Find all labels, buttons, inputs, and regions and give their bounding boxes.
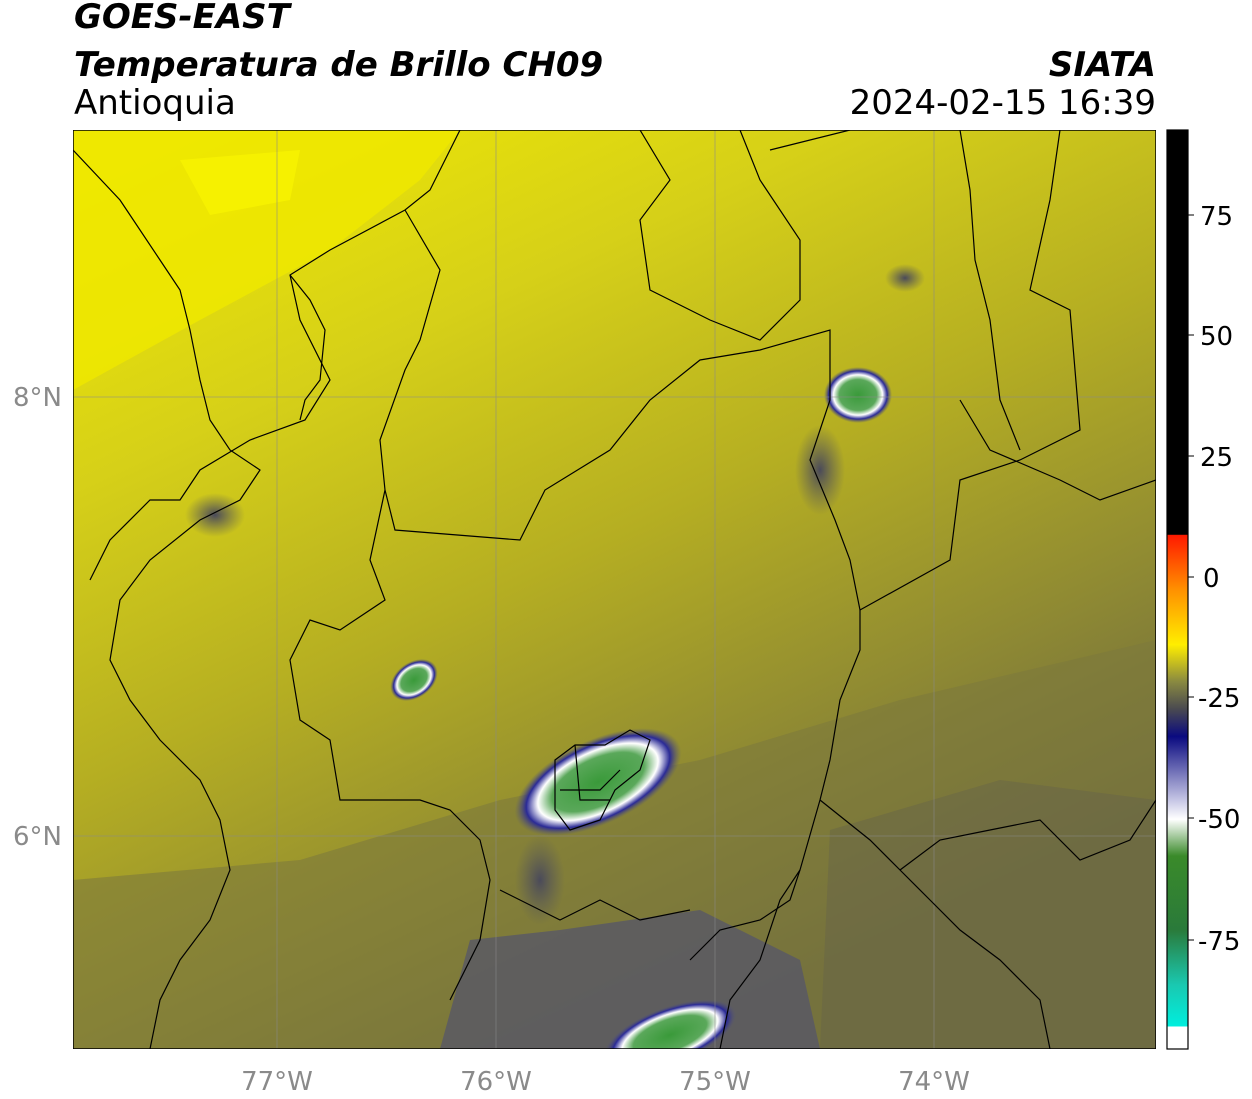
lat-tick-label: 8°N bbox=[13, 383, 62, 413]
colorbar-tick-label: 25 bbox=[1200, 443, 1233, 473]
colorbar-tick-label: 75 bbox=[1200, 202, 1233, 232]
coastline bbox=[73, 149, 326, 1049]
datetime-label: 2024-02-15 16:39 bbox=[849, 83, 1156, 123]
lon-tick-label: 74°W bbox=[898, 1067, 970, 1097]
gridlines bbox=[73, 130, 1156, 1049]
colorbar-tick-label: -75 bbox=[1198, 927, 1240, 957]
colorbar-tick-label: 0 bbox=[1203, 564, 1220, 594]
satellite-image bbox=[73, 130, 1156, 1049]
lon-tick-label: 75°W bbox=[679, 1067, 751, 1097]
lat-axis-labels: 8°N 6°N bbox=[13, 383, 62, 852]
colorbar-tick-label: 50 bbox=[1200, 322, 1233, 352]
map-subtitle: Temperatura de Brillo CH09 bbox=[74, 45, 604, 85]
colorbar-scale bbox=[1166, 129, 1189, 1050]
colorbar-tick-label: -25 bbox=[1198, 684, 1240, 714]
department-boundaries bbox=[89, 130, 1156, 1049]
organization-label: SIATA bbox=[1048, 45, 1156, 85]
lon-tick-label: 76°W bbox=[460, 1067, 532, 1097]
region-label: Antioquia bbox=[74, 83, 236, 123]
lat-tick-label: 6°N bbox=[13, 822, 62, 852]
colorbar: 75 50 25 0 -25 -50 -75 bbox=[1166, 129, 1240, 1050]
map-title: GOES-EAST bbox=[74, 0, 290, 37]
colorbar-tick-label: -50 bbox=[1198, 805, 1240, 835]
lon-axis-labels: 77°W 76°W 75°W 74°W bbox=[241, 1067, 970, 1097]
lon-tick-label: 77°W bbox=[241, 1067, 313, 1097]
